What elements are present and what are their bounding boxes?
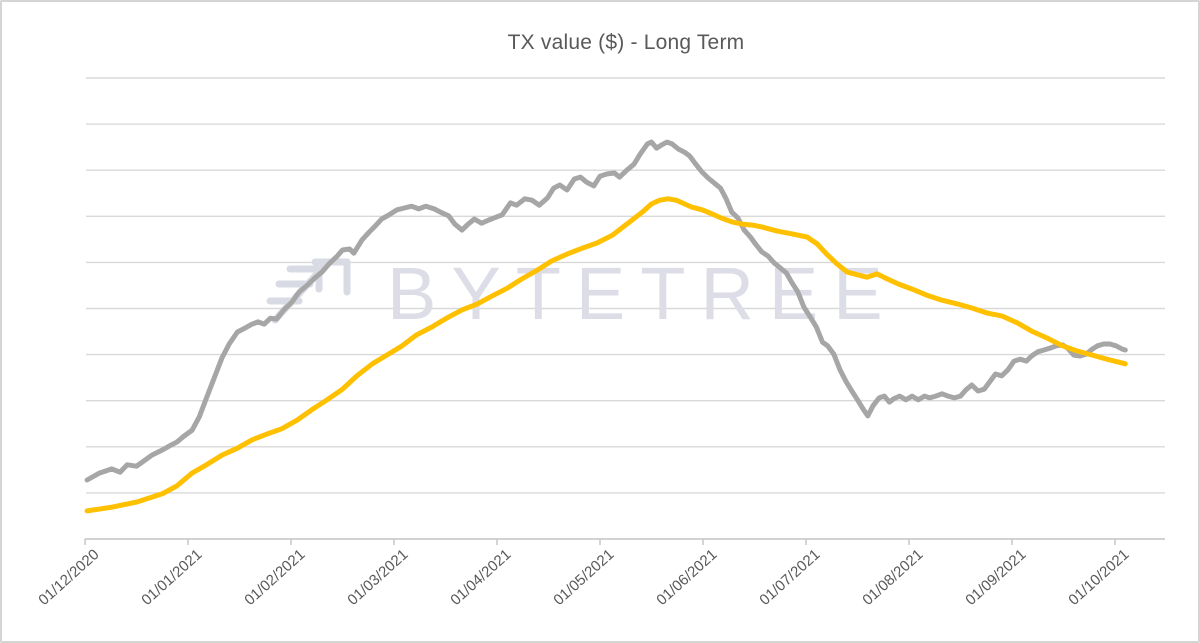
watermark-text: BYTETREE xyxy=(387,252,898,335)
series-layer xyxy=(84,139,1128,514)
bytetree-watermark: BYTETREE xyxy=(266,252,898,335)
gray-series-line xyxy=(84,139,1128,483)
x-axis-layer xyxy=(84,538,1165,545)
gridlines-layer xyxy=(86,77,1165,494)
chart-title: TX value ($) - Long Term xyxy=(507,31,745,54)
gold-series-line xyxy=(84,196,1128,514)
